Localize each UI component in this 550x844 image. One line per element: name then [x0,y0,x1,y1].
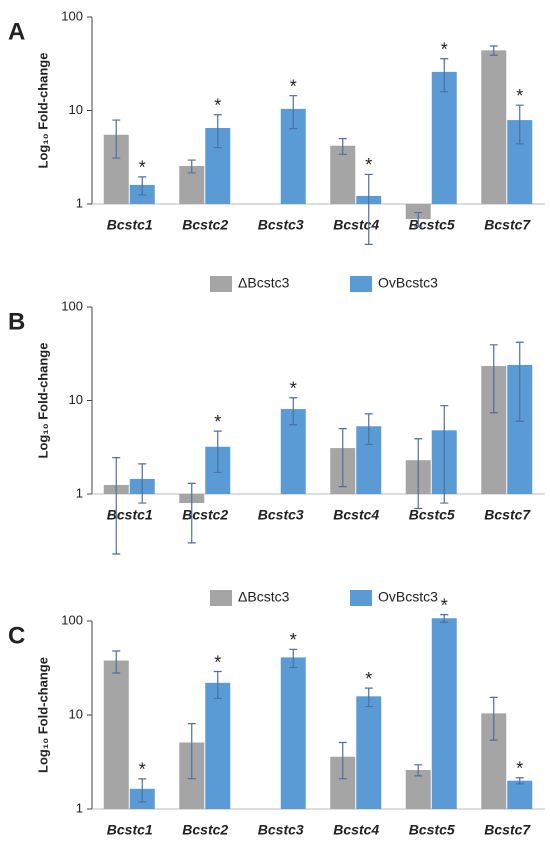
error-bar [364,413,373,445]
x-tick-label: Bcstc2 [182,822,228,838]
significance-marker: * [214,652,221,672]
y-tick-label: 1 [76,485,83,500]
significance-marker: * [214,412,221,432]
y-axis-label: Log₁₀ Fold-change [35,343,50,459]
x-tick-label: Bcstc1 [107,217,153,233]
significance-marker: * [139,760,146,780]
error-bar [489,45,498,56]
y-tick-label: 100 [61,612,83,627]
x-tick-label: Bcstc7 [484,507,531,523]
error-bar [112,119,121,159]
legend-swatch [350,276,372,292]
significance-marker: * [516,86,523,106]
bar [405,204,431,220]
significance-marker: * [290,76,297,96]
error-bar [515,104,524,145]
x-tick-label: Bcstc5 [409,217,455,233]
bar [356,696,382,809]
y-tick-label: 1 [76,195,83,210]
x-tick-label: Bcstc5 [409,822,455,838]
error-bar [213,114,222,149]
significance-marker: * [139,158,146,178]
y-axis-label: Log₁₀ Fold-change [35,53,50,169]
significance-marker: * [365,669,372,689]
bar [330,145,356,204]
error-bar [489,696,498,741]
error-bar [138,778,147,803]
legend-label: OvBcstc3 [378,589,438,605]
panel-label: B [8,308,25,335]
error-bar [338,428,347,488]
x-tick-label: Bcstc7 [484,822,531,838]
error-bar [364,173,373,245]
panel-label: C [8,622,25,649]
legend-swatch [210,276,232,292]
error-bar [213,430,222,474]
x-tick-label: Bcstc4 [333,217,379,233]
y-tick-label: 10 [69,392,83,407]
error-bar [187,159,196,174]
error-bar [289,95,298,130]
x-tick-label: Bcstc5 [409,507,455,523]
error-bar [289,397,298,426]
error-bar [289,648,298,669]
bar [103,660,129,809]
y-axis-label: Log₁₀ Fold-change [35,657,50,773]
error-bar [440,57,449,93]
x-tick-label: Bcstc7 [484,217,531,233]
legend-label: ΔBcstc3 [238,589,290,605]
error-bar [414,764,423,777]
error-bar [515,341,524,422]
error-bar [138,463,147,504]
error-bar [489,344,498,414]
error-bar [338,138,347,155]
error-bar [414,438,423,510]
error-bar [112,457,121,555]
y-tick-label: 10 [69,706,83,721]
x-tick-label: Bcstc1 [107,822,153,838]
x-tick-label: Bcstc4 [333,507,379,523]
significance-marker: * [516,759,523,779]
bar [431,71,457,204]
significance-marker: * [214,96,221,116]
significance-marker: * [290,379,297,399]
legend-swatch [210,590,232,606]
x-tick-label: Bcstc2 [182,217,228,233]
error-bar [414,211,423,228]
legend-swatch [350,590,372,606]
x-tick-label: Bcstc1 [107,507,153,523]
error-bar [213,670,222,700]
error-bar [364,687,373,708]
error-bar [440,405,449,504]
bar [431,618,457,809]
x-tick-label: Bcstc3 [258,507,304,523]
error-bar [338,741,347,780]
bar [280,657,306,809]
error-bar [138,176,147,196]
error-bar [187,723,196,780]
significance-marker: * [290,630,297,650]
error-bar [112,650,121,674]
x-tick-label: Bcstc3 [258,217,304,233]
legend-label: ΔBcstc3 [238,275,290,291]
y-tick-label: 1 [76,800,83,815]
bar [507,780,533,809]
x-tick-label: Bcstc4 [333,822,379,838]
y-tick-label: 100 [61,298,83,313]
significance-marker: * [441,595,448,615]
error-bar [440,613,449,623]
error-bar [187,482,196,544]
x-tick-label: Bcstc2 [182,507,228,523]
y-tick-label: 10 [69,102,83,117]
significance-marker: * [441,39,448,59]
bar [205,682,231,809]
legend-label: OvBcstc3 [378,275,438,291]
panel-label: A [8,18,25,45]
y-tick-label: 100 [61,8,83,23]
x-tick-label: Bcstc3 [258,822,304,838]
error-bar [515,777,524,785]
significance-marker: * [365,155,372,175]
bar [481,50,507,204]
